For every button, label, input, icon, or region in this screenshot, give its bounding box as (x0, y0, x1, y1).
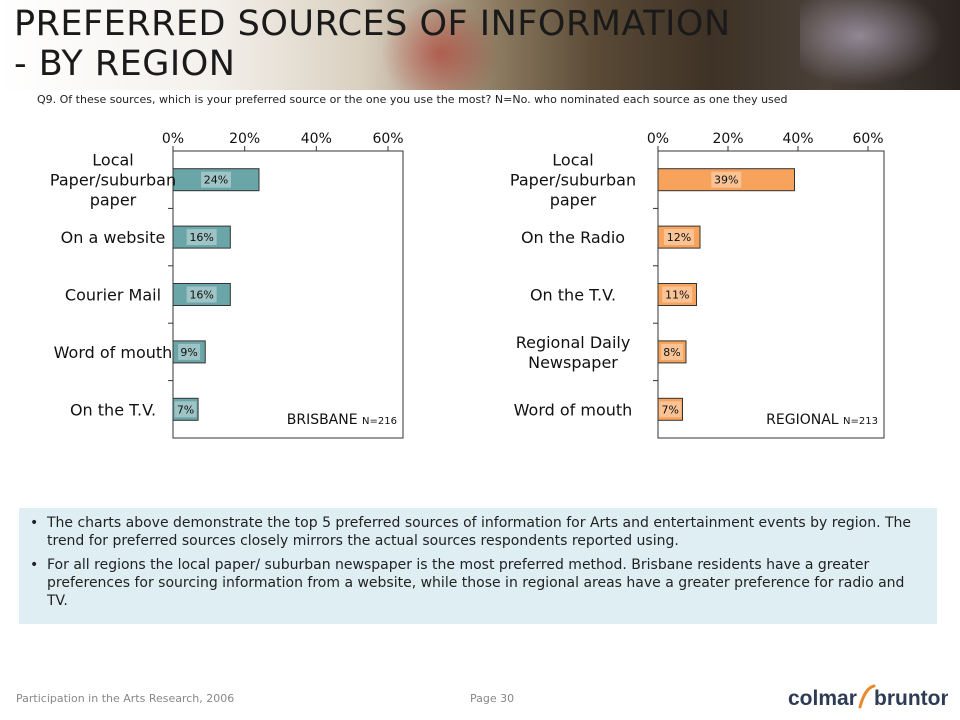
category-label: paper (90, 191, 137, 210)
region-label: REGIONAL N=213 (766, 412, 878, 428)
category-label: On the Radio (521, 228, 625, 247)
data-label: 12% (667, 231, 691, 244)
x-tick-label: 0% (647, 131, 669, 147)
data-label-bg (664, 229, 694, 246)
category-label: paper (550, 191, 597, 210)
x-tick-label: 40% (301, 131, 332, 147)
category-label: Courier Mail (65, 286, 161, 305)
category-label: Local (92, 151, 133, 170)
data-label-bg (201, 171, 231, 188)
footer-source: Participation in the Arts Research, 2006 (16, 692, 235, 705)
notes-list: • The charts above demonstrate the top 5 … (19, 508, 937, 610)
bar (172, 340, 206, 364)
note-text-2: For all regions the local paper/ suburba… (47, 557, 905, 609)
category-label: Paper/suburban (50, 171, 176, 190)
colmar-brunton-logo: colmar brunton (788, 684, 948, 710)
category-label: On the T.V. (530, 286, 616, 305)
data-label-bg (174, 401, 197, 418)
note-text-1: The charts above demonstrate the top 5 p… (47, 515, 912, 549)
category-label: Word of mouth (514, 400, 633, 419)
sample-size: N=213 (843, 416, 878, 427)
x-tick-label: 20% (229, 131, 260, 147)
category-label: On the T.V. (70, 400, 156, 419)
bar (657, 397, 683, 421)
x-tick-label: 0% (162, 131, 184, 147)
bar (172, 283, 231, 306)
category-label: On a website (61, 228, 166, 247)
region-name: REGIONAL (766, 412, 843, 428)
question-text: Q9. Of these sources, which is your pref… (37, 93, 788, 106)
data-label-bg (662, 286, 693, 303)
bar (172, 397, 199, 421)
bar (657, 168, 795, 192)
svg-text:brunton: brunton (874, 687, 948, 710)
data-label-bg (659, 401, 682, 418)
data-label-bg (178, 343, 201, 360)
data-label: 11% (665, 289, 689, 302)
chart-regional: 0% 20% 40% 60% 39% Local Paper/suburban paper 12… (470, 118, 910, 448)
data-label-bg (186, 229, 217, 246)
chart-brisbane: 0% 20% 40% 60% 24% Local Paper/suburban paper 16… (0, 118, 470, 448)
note-item-1: • The charts above demonstrate the top 5 … (30, 514, 917, 550)
data-label: 24% (204, 174, 228, 187)
page-title: PREFERRED SOURCES OF INFORMATION - BY RE… (14, 4, 731, 84)
x-tick-label: 20% (712, 131, 743, 147)
page-number: Page 30 (470, 692, 515, 705)
x-tick-label: 60% (372, 131, 403, 147)
category-label: Local (552, 151, 593, 170)
title-line-2: - BY REGION (14, 44, 236, 84)
data-label-bg (711, 171, 742, 188)
bar (172, 168, 260, 192)
note-item-2: • For all regions the local paper/ suburb… (30, 556, 917, 610)
svg-text:colmar: colmar (788, 687, 857, 710)
category-label: Regional Daily (516, 333, 631, 352)
notes-box: • The charts above demonstrate the top 5 … (19, 508, 937, 624)
category-label: Paper/suburban (510, 171, 636, 190)
data-label-bg (186, 286, 217, 303)
category-label: Word of mouth (54, 343, 173, 362)
bullet-icon: • (30, 557, 39, 573)
data-label: 39% (714, 174, 738, 187)
data-label: 16% (189, 231, 213, 244)
bar (172, 225, 231, 249)
bar (657, 340, 687, 364)
sample-size: N=216 (362, 416, 397, 427)
data-label-bg (661, 343, 683, 360)
data-label: 16% (189, 289, 213, 302)
bar (657, 225, 701, 249)
bullet-icon: • (30, 515, 39, 531)
data-label: 7% (177, 403, 194, 416)
header-banner (0, 0, 960, 90)
data-label: 9% (180, 346, 197, 359)
data-label: 8% (663, 346, 680, 359)
region-label: BRISBANE N=216 (287, 412, 397, 428)
data-label: 7% (662, 403, 679, 416)
region-name: BRISBANE (287, 412, 362, 428)
bar (657, 283, 697, 306)
x-tick-label: 40% (782, 131, 813, 147)
category-label: Newspaper (528, 353, 618, 372)
title-line-1: PREFERRED SOURCES OF INFORMATION (14, 4, 731, 44)
x-tick-label: 60% (852, 131, 883, 147)
